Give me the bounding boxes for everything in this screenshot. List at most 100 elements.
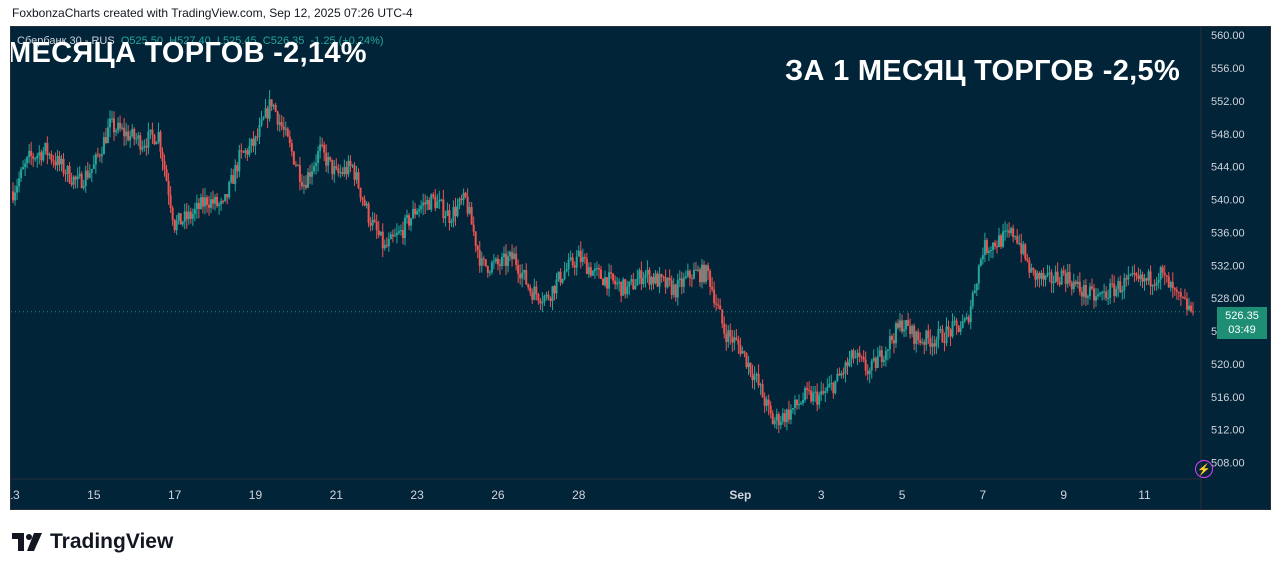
candle-body <box>1127 275 1130 280</box>
candle-body <box>165 169 168 181</box>
candle-body <box>212 199 215 204</box>
candle-body <box>1101 292 1104 294</box>
candle-body <box>298 165 301 182</box>
candle-body <box>626 286 629 295</box>
candle-body <box>723 323 726 334</box>
candle-body <box>181 221 184 225</box>
candle-body <box>765 399 768 406</box>
candle-body <box>1115 288 1118 297</box>
candle-body <box>676 280 679 298</box>
candle-body <box>632 279 635 290</box>
candle-body <box>1050 272 1053 284</box>
candle-body <box>1147 271 1150 281</box>
candle-body <box>923 342 926 345</box>
candle-body <box>137 135 140 139</box>
candle-body <box>886 349 889 352</box>
candle-body <box>1183 297 1186 299</box>
candle-body <box>16 186 19 193</box>
candle-body <box>1090 286 1093 289</box>
candle-body <box>1070 282 1073 290</box>
candle-body <box>191 214 194 219</box>
candle-body <box>577 250 580 257</box>
candle-body <box>642 277 645 285</box>
tradingview-brand[interactable]: TradingView <box>12 530 173 554</box>
candle-body <box>1185 298 1188 310</box>
x-tick-label: 13 <box>11 488 20 502</box>
candle-body <box>1151 284 1154 287</box>
candle-body <box>349 160 352 166</box>
candle-body <box>432 194 435 197</box>
candle-body <box>1171 281 1174 289</box>
candle-body <box>216 196 219 206</box>
candle-body <box>733 337 736 343</box>
candle-body <box>153 135 156 145</box>
candle-body <box>884 351 887 360</box>
candle-body <box>1042 272 1045 280</box>
candle-body <box>759 384 762 386</box>
candle-body <box>1022 244 1025 254</box>
candle-body <box>139 135 142 150</box>
headline-right: ЗА 1 МЕСЯЦ ТОРГОВ -2,5% <box>785 55 1181 87</box>
candle-body <box>1056 271 1059 282</box>
candle-body <box>492 261 495 263</box>
candle-body <box>361 197 364 200</box>
candle-body <box>462 192 465 201</box>
candle-body <box>151 129 154 136</box>
candle-body <box>842 373 845 375</box>
candle-body <box>694 269 697 271</box>
candle-body <box>624 279 627 295</box>
candle-body <box>406 215 409 218</box>
candle-body <box>589 267 592 276</box>
candle-body <box>90 168 93 174</box>
candle-body <box>359 187 362 198</box>
candle-body <box>1066 272 1069 284</box>
candle-body <box>909 326 912 334</box>
legend-high: H527.40 <box>169 35 211 47</box>
candle-body <box>1076 281 1079 285</box>
candle-body <box>557 271 560 280</box>
candle-body <box>220 200 223 205</box>
candle-body <box>640 270 643 285</box>
candle-body <box>454 207 457 217</box>
candle-body <box>183 211 186 222</box>
candle-body <box>88 173 91 178</box>
tradingview-logo-icon <box>12 533 42 551</box>
candle-body <box>890 336 893 341</box>
candle-body <box>670 280 673 295</box>
candlestick-chart[interactable]: 560.00 556.00 552.00 548.00 544.00 540.00 536.… <box>11 27 1270 509</box>
candle-body <box>1099 293 1102 295</box>
candle-body <box>315 162 318 166</box>
chart-panel[interactable]: 560.00 556.00 552.00 548.00 544.00 540.00 536.… <box>10 26 1271 510</box>
candle-body <box>793 399 796 408</box>
candle-body <box>682 277 685 287</box>
candle-body <box>40 152 43 161</box>
candle-body <box>1026 258 1029 261</box>
candle-body <box>207 204 210 208</box>
candle-body <box>486 265 489 273</box>
candle-body <box>868 370 871 375</box>
candle-body <box>1006 230 1009 232</box>
candle-body <box>496 258 499 265</box>
candle-body <box>951 321 954 337</box>
candle-body <box>795 399 798 406</box>
candle-body <box>690 277 693 279</box>
candle-body <box>311 171 314 177</box>
y-tick-label: 516.00 <box>1211 392 1245 404</box>
candle-body <box>975 283 978 291</box>
candle-body <box>456 205 459 217</box>
candle-body <box>858 352 861 357</box>
candle-body <box>1078 281 1081 292</box>
candle-body <box>1105 291 1108 299</box>
candle-body <box>300 181 303 187</box>
lightning-icon[interactable]: ⚡ <box>1195 460 1213 478</box>
y-tick-label: 552.00 <box>1211 96 1245 108</box>
candle-body <box>579 250 582 262</box>
candle-body <box>551 286 554 301</box>
candle-body <box>1139 274 1142 279</box>
candle-body <box>145 145 148 148</box>
candle-body <box>634 285 637 290</box>
candle-body <box>654 273 657 284</box>
candle-body <box>559 271 562 283</box>
candle-body <box>797 403 800 406</box>
candle-body <box>42 151 45 161</box>
